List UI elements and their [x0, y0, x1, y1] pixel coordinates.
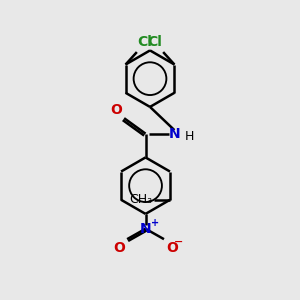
- Text: +: +: [152, 218, 160, 228]
- Text: H: H: [185, 130, 194, 142]
- Text: CH₃: CH₃: [130, 193, 153, 206]
- Text: −: −: [173, 237, 183, 247]
- Text: O: O: [113, 241, 125, 255]
- Text: O: O: [110, 103, 122, 117]
- Text: N: N: [169, 127, 180, 141]
- Text: Cl: Cl: [137, 35, 152, 49]
- Text: N: N: [140, 222, 152, 236]
- Text: O: O: [166, 241, 178, 255]
- Text: Cl: Cl: [148, 35, 163, 49]
